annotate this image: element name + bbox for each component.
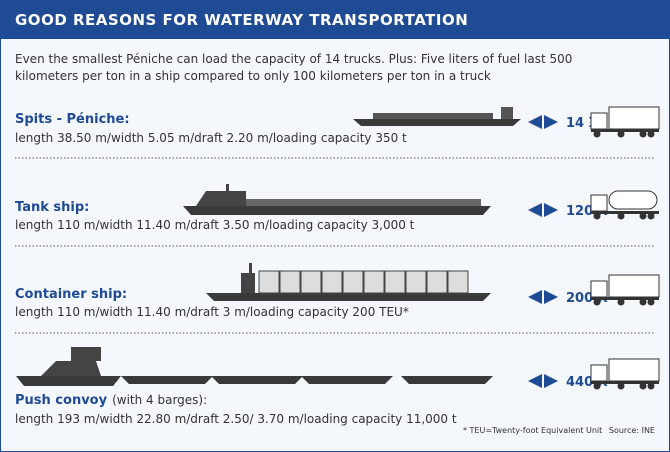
source: Source: INE xyxy=(609,426,655,435)
ship-cabin xyxy=(501,107,513,119)
container-stack xyxy=(447,270,469,294)
push-boat-bridge xyxy=(41,361,101,376)
truck-cab xyxy=(590,194,608,212)
arrow-right xyxy=(544,290,558,304)
arrow-left xyxy=(528,374,542,388)
truck-trailer xyxy=(608,106,660,130)
row-specs: length 193 m/width 22.80 m/draft 2.50/ 3… xyxy=(15,412,457,426)
container-stack xyxy=(342,270,364,294)
ship-hull xyxy=(16,376,121,386)
truck-chassis xyxy=(591,381,659,384)
row-name: Push convoy (with 4 barges): xyxy=(15,393,207,408)
truck xyxy=(590,358,660,390)
container-stack xyxy=(279,270,301,294)
row-multiplier: 14 X xyxy=(566,116,599,131)
ship-hull xyxy=(121,376,213,384)
ship-hull xyxy=(401,376,493,384)
ship-bridge xyxy=(241,273,255,293)
wheel xyxy=(647,298,655,306)
truck xyxy=(590,190,659,220)
container-stack xyxy=(321,270,343,294)
wheel xyxy=(593,212,601,220)
header-title: GOOD REASONS FOR WATERWAY TRANSPORTATION xyxy=(1,1,669,39)
row-specs: length 110 m/width 11.40 m/draft 3 m/loa… xyxy=(15,305,409,319)
arrow-right xyxy=(544,115,558,129)
container-stack xyxy=(258,270,280,294)
container-stack xyxy=(405,270,427,294)
wheel xyxy=(617,298,625,306)
wheel xyxy=(639,298,647,306)
wheel xyxy=(639,130,647,138)
wheel xyxy=(593,130,601,138)
row-name: Spits - Péniche: xyxy=(15,112,130,127)
truck-trailer xyxy=(608,358,660,382)
push-boat-top xyxy=(71,347,101,361)
ship-hull xyxy=(183,206,491,215)
truck-cab xyxy=(590,364,608,382)
ship-deck xyxy=(373,113,493,119)
container-stack xyxy=(363,270,385,294)
row-name: Container ship: xyxy=(15,287,127,302)
ship-hull xyxy=(301,376,393,384)
wheel xyxy=(617,382,625,390)
truck-chassis xyxy=(591,211,659,214)
ship-hull xyxy=(206,293,491,301)
wheel xyxy=(639,382,647,390)
container-stack xyxy=(426,270,448,294)
container-stack xyxy=(384,270,406,294)
truck-trailer xyxy=(608,274,660,298)
ship-bridge xyxy=(196,191,246,206)
truck xyxy=(590,106,660,138)
row-note: (with 4 barges): xyxy=(112,393,207,407)
ship-hull xyxy=(211,376,303,384)
wheel xyxy=(647,382,655,390)
container-stack xyxy=(300,270,322,294)
ship-mast xyxy=(226,184,229,192)
ship-hull xyxy=(353,119,521,126)
truck xyxy=(590,274,660,306)
truck-chassis xyxy=(591,129,659,132)
arrow-left xyxy=(528,290,542,304)
wheel xyxy=(617,130,625,138)
arrow-left xyxy=(528,203,542,217)
wheel xyxy=(647,130,655,138)
wheel xyxy=(617,212,625,220)
truck-chassis xyxy=(591,297,659,300)
arrow-right xyxy=(544,374,558,388)
wheel xyxy=(593,298,601,306)
truck-cab xyxy=(590,112,608,130)
wheel xyxy=(593,382,601,390)
row-specs: length 38.50 m/width 5.05 m/draft 2.20 m… xyxy=(15,131,407,145)
truck-cab xyxy=(590,280,608,298)
wheel xyxy=(647,212,655,220)
row-name: Tank ship: xyxy=(15,200,89,215)
footnote: * TEU=Twenty-foot Equivalent Unit xyxy=(463,426,602,435)
ship-deck xyxy=(221,199,481,206)
arrow-left xyxy=(528,115,542,129)
truck-tank xyxy=(608,190,658,210)
intro-text: Even the smallest Péniche can load the c… xyxy=(15,52,573,83)
row-specs: length 110 m/width 11.40 m/draft 3.50 m/… xyxy=(15,218,415,232)
ship-mast xyxy=(249,263,252,273)
wheel xyxy=(639,212,647,220)
arrow-right xyxy=(544,203,558,217)
